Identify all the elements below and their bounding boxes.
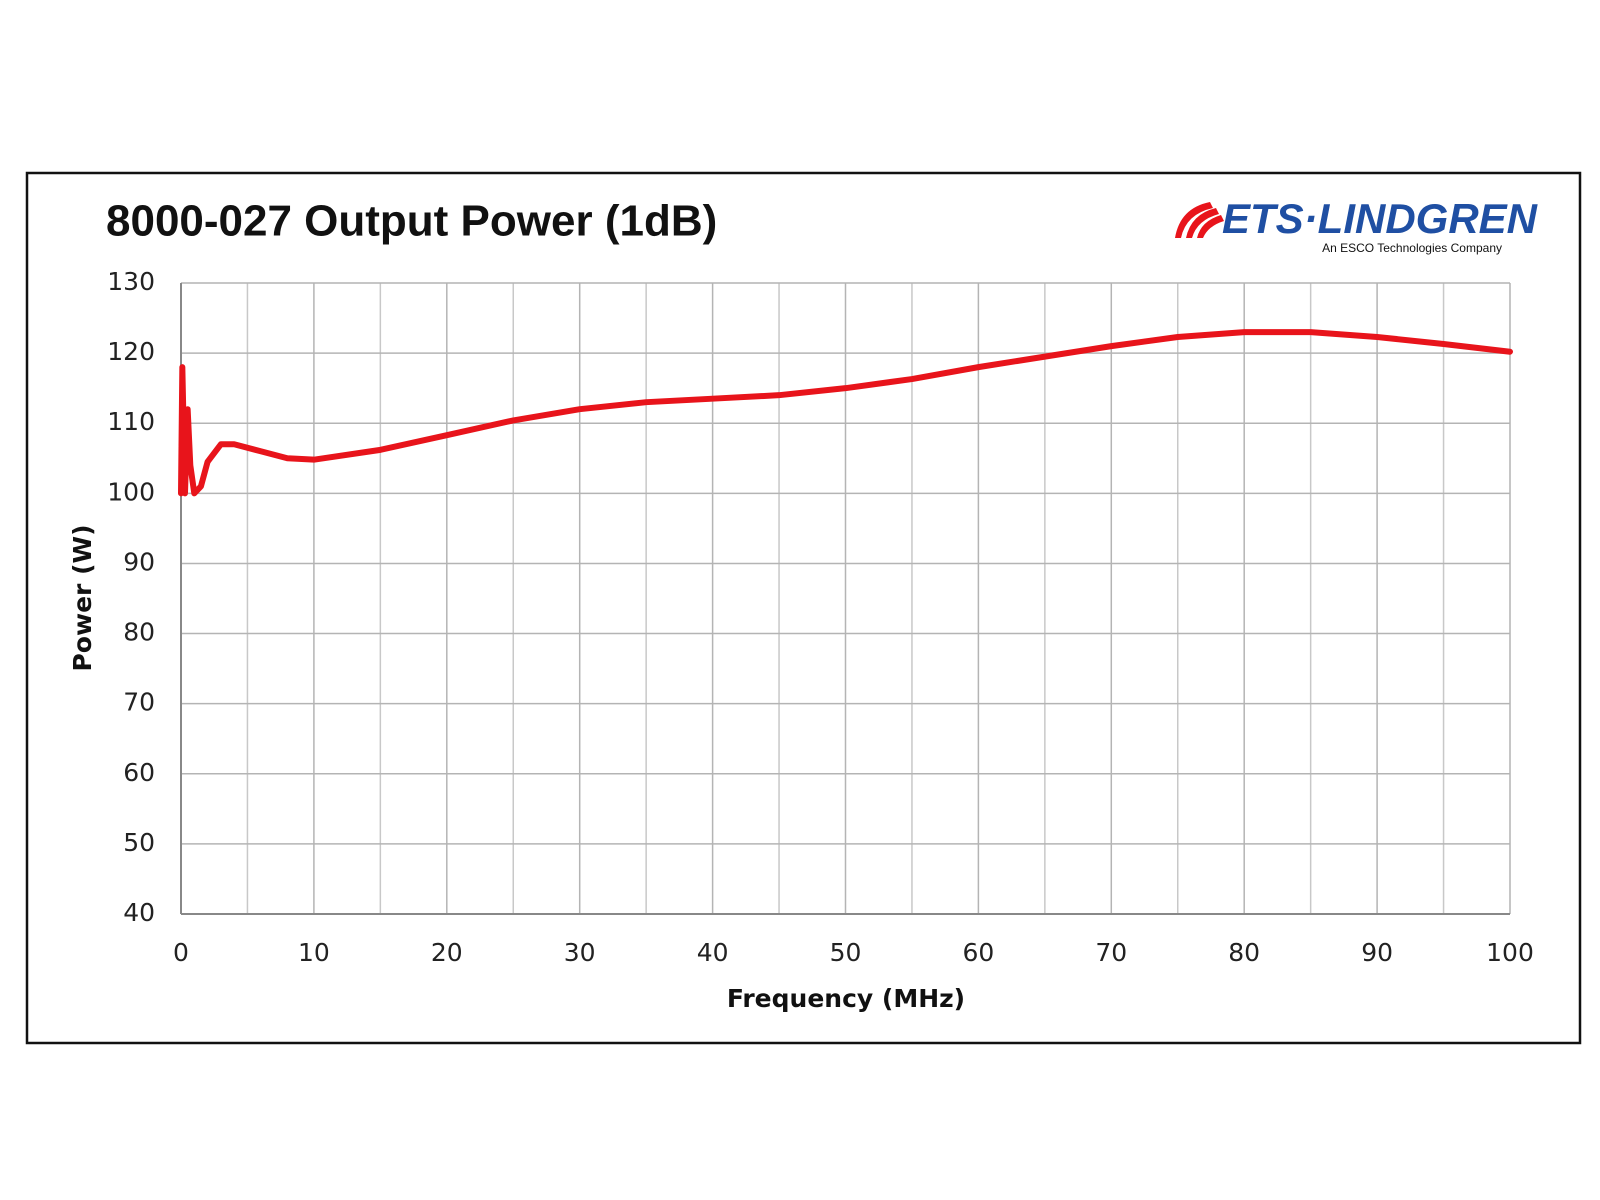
x-tick-label: 50	[830, 938, 862, 967]
x-tick-label: 30	[564, 938, 596, 967]
y-tick-label: 120	[107, 337, 155, 366]
y-tick-label: 100	[107, 477, 155, 506]
x-tick-label: 100	[1486, 938, 1534, 967]
x-tick-label: 0	[173, 938, 189, 967]
y-tick-label: 70	[123, 688, 155, 717]
x-tick-label: 10	[298, 938, 330, 967]
chart-title: 8000-027 Output Power (1dB)	[106, 197, 717, 246]
data-line	[178, 329, 1513, 497]
frame	[25, 171, 1582, 1045]
x-tick-label: 90	[1361, 938, 1393, 967]
y-tick-label: 90	[123, 547, 155, 576]
x-axis-label: Frequency (MHz)	[727, 984, 965, 1013]
logo-tagline: An ESCO Technologies Company	[1322, 241, 1502, 255]
x-tick-label: 20	[431, 938, 463, 967]
y-tick-label: 110	[107, 407, 155, 436]
logo: ETS·LINDGREN An ESCO Technologies Compan…	[1175, 195, 1539, 255]
x-tick-label: 80	[1228, 938, 1260, 967]
y-tick-label: 60	[123, 758, 155, 787]
x-tick-label: 40	[697, 938, 729, 967]
y-tick-label: 50	[123, 828, 155, 857]
y-axis-label: Power (W)	[68, 524, 97, 671]
logo-name: ETS·LINDGREN	[1222, 195, 1539, 242]
x-tick-label: 60	[962, 938, 994, 967]
x-tick-label: 70	[1095, 938, 1127, 967]
y-tick-label: 80	[123, 618, 155, 647]
logo-mark	[1175, 202, 1224, 238]
y-tick-label: 130	[107, 267, 155, 296]
y-tick-label: 40	[123, 898, 155, 927]
